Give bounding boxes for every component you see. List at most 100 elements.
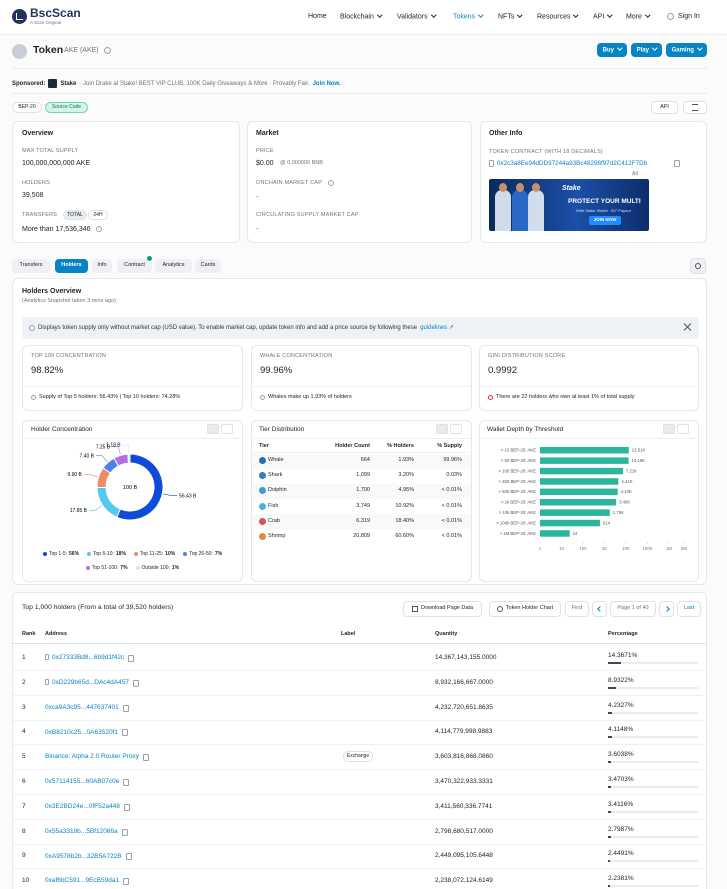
value: 100,000,000,000 AKE	[22, 160, 91, 167]
pie-slice	[127, 453, 131, 464]
stat-label: TOP 100 CONCENTRATION	[31, 353, 107, 359]
tab-text: Info	[97, 262, 107, 269]
copy-icon[interactable]	[125, 853, 132, 861]
copy-icon[interactable]	[122, 704, 129, 712]
view-toggle[interactable]	[221, 424, 233, 434]
address[interactable]: 0xD229b65d...DAc4dA457	[52, 679, 139, 687]
view-toggle[interactable]	[436, 424, 448, 434]
toggle[interactable]: TOTAL	[63, 210, 87, 220]
page-last[interactable]: Last	[677, 601, 701, 617]
header-button[interactable]: Buy	[597, 43, 627, 57]
x-tick-label: 1K	[602, 546, 607, 551]
contract-icon	[45, 654, 49, 660]
legend-value: 10%	[165, 551, 176, 557]
stat-label: GINI DISTRIBUTION SCORE	[488, 353, 566, 359]
sign-in[interactable]: Sign In	[678, 13, 700, 20]
nav-item[interactable]: Tokens	[453, 13, 483, 21]
leader-line	[83, 474, 98, 478]
stat-divider	[479, 386, 699, 387]
tab[interactable]: Transfers	[12, 259, 50, 273]
x-tick-label: 100K	[642, 546, 652, 551]
sponsored: Sponsored: Stake · Join Drake at Stake! BE…	[12, 79, 341, 88]
page-first[interactable]: First	[565, 601, 589, 617]
list-button[interactable]	[683, 101, 707, 114]
toggle[interactable]: 24H	[88, 210, 108, 220]
copy-icon[interactable]	[123, 803, 130, 811]
table-header: Rank	[22, 631, 36, 637]
tier-icon	[259, 457, 266, 464]
ad-button[interactable]: JOIN NOW	[589, 216, 621, 225]
copy-icon[interactable]	[142, 754, 149, 762]
legend-item[interactable]: Outside 100: 1%	[135, 563, 179, 573]
copy-icon[interactable]	[132, 679, 139, 687]
api-button-text: API	[660, 103, 669, 110]
tier-header: Tier	[259, 443, 269, 449]
stat-value: 0.9992	[488, 365, 518, 376]
section-title: Holders Overview	[22, 288, 82, 295]
view-toggle[interactable]	[663, 424, 675, 434]
holder-chart-button[interactable]: Token Holder Chart	[489, 601, 561, 617]
percentage-track	[608, 736, 698, 739]
sponsored-brand: Stake	[60, 80, 77, 87]
copy-icon[interactable]	[121, 828, 128, 836]
tier-icon	[259, 502, 266, 510]
legend-item[interactable]: Top 1-5: 56%	[42, 549, 79, 559]
contract-address[interactable]: 0x2c3a8Ee94dDD97244a93Bc48298f97d2C412F7…	[497, 160, 648, 167]
tier-cell: 6,319	[356, 517, 370, 524]
copy-icon[interactable]	[128, 655, 135, 662]
nav-item[interactable]: Blockchain	[340, 13, 381, 21]
nav-item[interactable]: Home	[308, 13, 327, 20]
stat-card	[251, 345, 472, 411]
page-next[interactable]	[659, 601, 674, 617]
header-button[interactable]: Play	[631, 43, 662, 57]
tab[interactable]: Cards	[195, 259, 221, 273]
address[interactable]: 0x27333Bd8...6b9d1f42c	[52, 655, 135, 662]
legend-item[interactable]: Top 26-50: 7%	[183, 549, 222, 559]
page-indicator-text: Page 1 of 40	[617, 605, 649, 612]
view-toggle[interactable]	[450, 424, 462, 434]
nav-item[interactable]: Resources	[537, 13, 578, 21]
percentage: 2.7987%	[608, 825, 634, 833]
help-icon	[328, 180, 334, 186]
address[interactable]: 0x3E2BD24e...0fF52a448	[45, 803, 130, 811]
copy-icon[interactable]	[122, 729, 129, 737]
pie-chart: 56.43 B 17.85 B 9.90 B 7.40 B7.25 B1.18 B 10…	[67, 443, 197, 521]
address[interactable]: 0x57114155...60AB07c0e	[45, 779, 130, 786]
sponsored-link[interactable]: Join Now.	[312, 80, 341, 87]
address[interactable]: 0xB8210c25...0A63520f1	[45, 729, 129, 737]
api-button[interactable]: API	[651, 101, 678, 114]
tab[interactable]: Contract	[117, 259, 152, 273]
page-prev[interactable]	[592, 601, 607, 617]
rank: 6	[22, 778, 26, 785]
notice-link[interactable]: guidelines ↗	[420, 325, 454, 331]
legend-item[interactable]: Top 11-25: 10%	[133, 549, 176, 559]
copy-icon[interactable]	[123, 779, 130, 786]
nav-item[interactable]: Validators	[397, 13, 435, 21]
tab[interactable]: Analytics	[155, 259, 192, 273]
tab[interactable]: Info	[92, 259, 112, 273]
value: 39,508	[22, 192, 44, 199]
address[interactable]: Binance: Alpha 2.0 Router Proxy	[45, 754, 149, 762]
address[interactable]: 0xA9578b2b...32B5A722B	[45, 853, 132, 861]
bar	[540, 530, 570, 537]
badge: Source Code	[45, 102, 88, 113]
download-button[interactable]: Download Page Data	[403, 601, 482, 617]
address[interactable]: 0xca9A3c95...447637401	[45, 704, 129, 712]
view-toggle[interactable]	[677, 424, 689, 434]
legend-item[interactable]: Top 51-100: 7%	[85, 563, 128, 573]
search-button[interactable]	[690, 258, 706, 274]
address[interactable]: 0x55a3319b...5Bf12066a	[45, 828, 128, 836]
legend-item[interactable]: Top 6-10: 18%	[87, 549, 126, 559]
nav-item[interactable]: More	[626, 13, 649, 21]
legend-swatch	[87, 552, 92, 556]
nav-item[interactable]: NFTs	[498, 13, 522, 21]
address[interactable]: 0xaf6bC591...9EcB59da1	[45, 878, 130, 886]
header-divider	[12, 68, 707, 69]
view-toggle[interactable]	[207, 424, 219, 434]
tab[interactable]: Holders	[55, 259, 88, 273]
copy-icon[interactable]	[123, 878, 130, 886]
nav-item[interactable]: API	[593, 13, 612, 21]
tier-cell: 18.40%	[395, 517, 414, 524]
header-button[interactable]: Gaming	[666, 43, 707, 57]
notice-close[interactable]	[683, 323, 691, 331]
